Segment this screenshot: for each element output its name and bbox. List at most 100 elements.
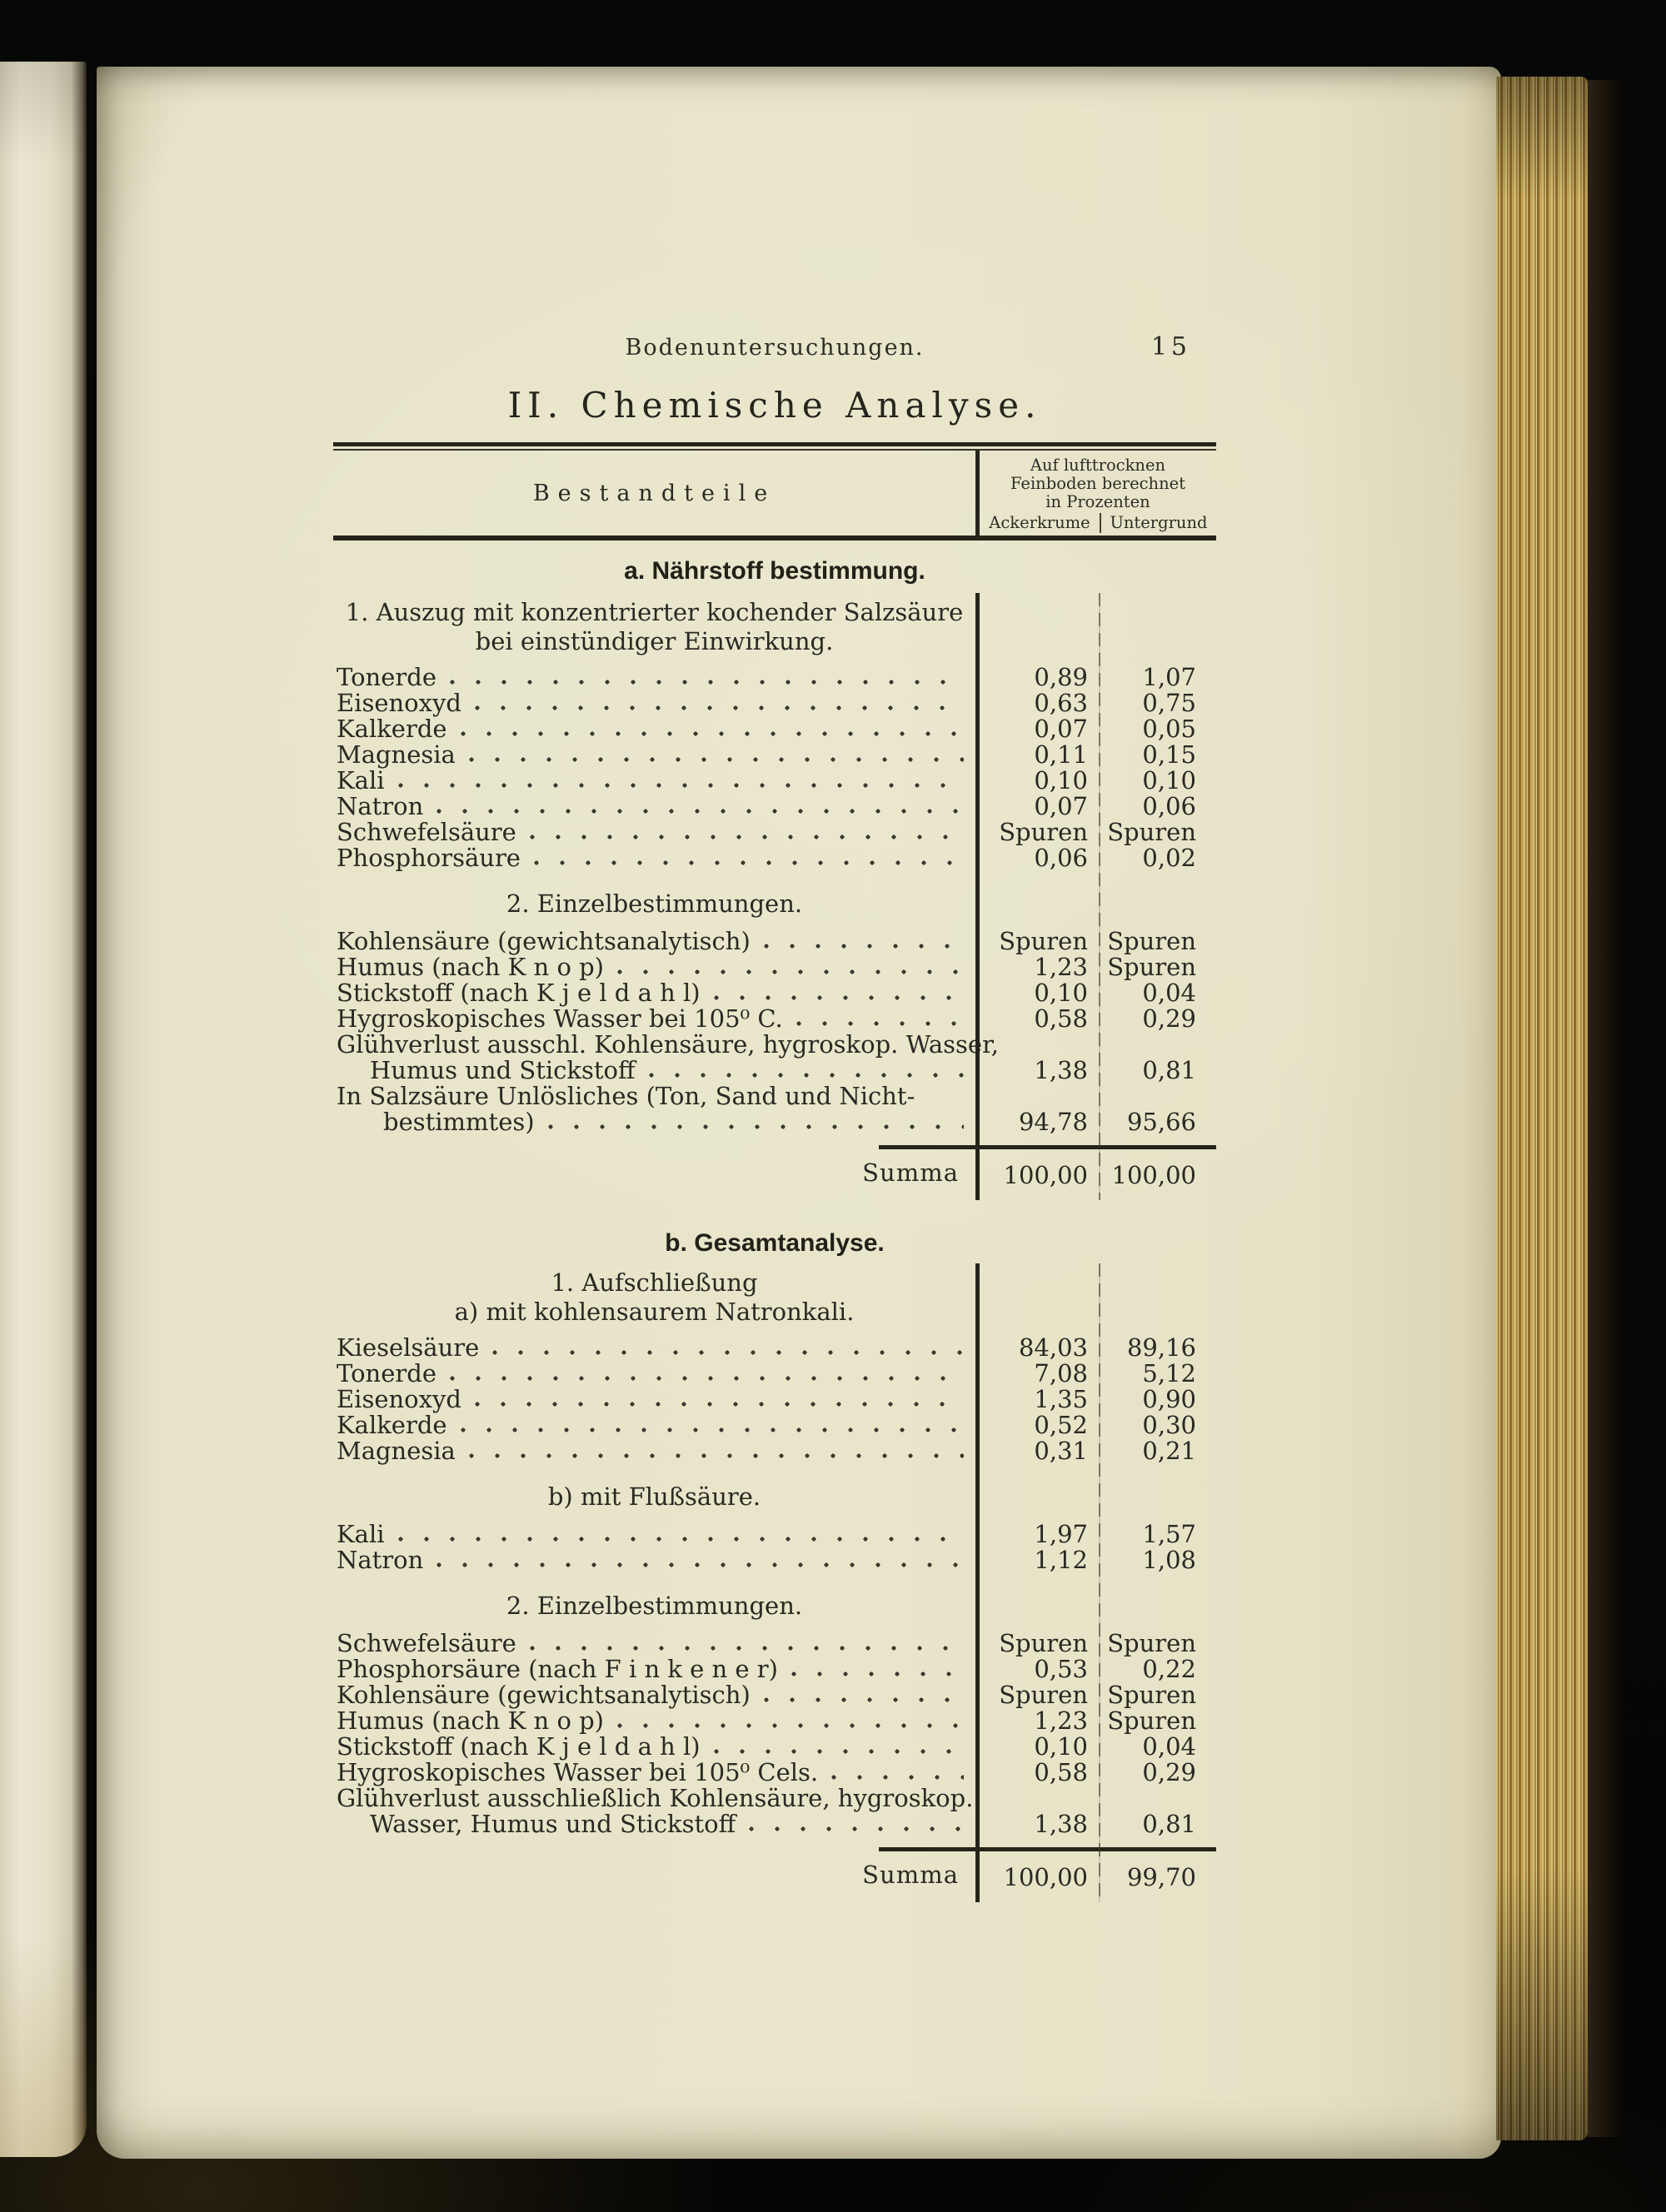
- table-body: a. Nährstoff bestimmung. 1. Auszug mit k…: [333, 543, 1216, 1902]
- dot-leader: [449, 1375, 964, 1382]
- dot-leader: [474, 1401, 964, 1407]
- row-label-text: Schwefelsäure: [337, 1629, 516, 1657]
- value-untergrund: 89,16: [1126, 1333, 1196, 1362]
- page-number: 15: [1150, 332, 1191, 361]
- dot-leader: [468, 756, 964, 763]
- row-label-text: Magnesia: [337, 740, 456, 769]
- dot-leader: [529, 834, 964, 840]
- row-label-text: Wasser, Humus und Stickstoff: [370, 1810, 736, 1838]
- row-label: Phosphorsäure: [333, 845, 975, 871]
- row-label-text: Hygroskopisches Wasser bei 105⁰ Cels.: [337, 1758, 819, 1786]
- table-row: Kali 0,10 0,10: [333, 768, 1216, 794]
- value-untergrund: 0,29: [1142, 1758, 1196, 1786]
- row-label-text: Kalkerde: [337, 715, 447, 743]
- table-row: Humus (nach K n o p) 1,23 Spuren: [333, 1708, 1216, 1734]
- row-label-line: Schwefelsäure: [337, 1631, 975, 1657]
- header-note-line: in Prozenten: [1045, 492, 1150, 511]
- summa-label: Summa: [862, 1861, 959, 1889]
- dot-leader: [474, 705, 964, 711]
- row-label-line: Wasser, Humus und Stickstoff: [337, 1811, 975, 1837]
- row-label-text: Magnesia: [337, 1437, 456, 1465]
- row-label: Tonerde: [333, 1361, 975, 1387]
- value-untergrund: Spuren: [1107, 1629, 1196, 1657]
- row-label-text: Humus (nach K n o p): [337, 953, 604, 981]
- value-untergrund: 0,90: [1142, 1385, 1196, 1413]
- value-ackerkrume: 1,12: [1034, 1546, 1088, 1574]
- row-label-line: Kalkerde: [337, 1412, 975, 1438]
- section-subheading: 2. Einzelbestimmungen.: [333, 1573, 975, 1631]
- row-label-line: Kohlensäure (gewichtsanalytisch): [337, 1682, 975, 1708]
- value-untergrund: 0,29: [1142, 1004, 1196, 1033]
- adjacent-page-edge: [0, 62, 87, 2157]
- header-note-line: Feinboden berechnet: [1010, 474, 1186, 493]
- value-untergrund: 0,10: [1142, 766, 1196, 795]
- dot-leader: [831, 1774, 964, 1781]
- dot-leader: [749, 1826, 964, 1832]
- table-row: In Salzsäure Unlösliches (Ton, Sand und …: [333, 1084, 1216, 1135]
- dot-leader: [460, 730, 964, 737]
- value-untergrund: 0,81: [1142, 1810, 1196, 1838]
- table-row: Hygroskopisches Wasser bei 105⁰ Cels. 0,5…: [333, 1760, 1216, 1786]
- value-ackerkrume: 0,10: [1034, 766, 1088, 795]
- summa-rule: [879, 1847, 1216, 1851]
- value-ackerkrume: 94,78: [1018, 1108, 1088, 1136]
- table-top-rule-thin: [333, 449, 1216, 451]
- value-untergrund: 0,22: [1142, 1655, 1196, 1683]
- value-ackerkrume: 1,97: [1034, 1520, 1088, 1548]
- book-page: [97, 67, 1501, 2159]
- row-label-text: Hygroskopisches Wasser bei 105⁰ C.: [337, 1004, 783, 1033]
- dot-leader: [713, 994, 964, 1001]
- value-untergrund: 5,12: [1142, 1359, 1196, 1387]
- summa-row: Summa 100,00 100,00: [333, 1158, 1216, 1188]
- row-label-line: Kalkerde: [337, 716, 975, 742]
- value-ackerkrume: 0,31: [1034, 1437, 1088, 1465]
- row-label-text: Kali: [337, 766, 385, 795]
- row-label-line: Natron: [337, 794, 975, 820]
- row-label-line: Tonerde: [337, 1361, 975, 1387]
- value-untergrund: 1,57: [1142, 1520, 1196, 1548]
- value-untergrund: 0,06: [1142, 792, 1196, 820]
- section-subheading: 2. Einzelbestimmungen.: [333, 871, 975, 929]
- row-label: Kohlensäure (gewichtsanalytisch): [333, 929, 975, 954]
- row-label-text: Humus und Stickstoff: [370, 1056, 636, 1084]
- header-components-cell: Bestandteile: [333, 451, 975, 536]
- value-untergrund: Spuren: [1107, 1681, 1196, 1709]
- dot-leader: [492, 1349, 964, 1356]
- dot-leader: [397, 782, 964, 789]
- table-row: Kohlensäure (gewichtsanalytisch) Spuren Sp…: [333, 929, 1216, 954]
- value-untergrund: Spuren: [1107, 953, 1196, 981]
- row-label: Schwefelsäure: [333, 1631, 975, 1657]
- page-title: II. Chemische Analyse.: [507, 385, 1042, 426]
- table-row: Hygroskopisches Wasser bei 105⁰ C. 0,58 0,…: [333, 1006, 1216, 1032]
- table-row: Kalkerde 0,07 0,05: [333, 716, 1216, 742]
- dot-leader: [529, 1645, 964, 1652]
- dot-leader: [617, 969, 964, 975]
- table-row: Schwefelsäure Spuren Spuren: [333, 1631, 1216, 1657]
- row-label: Natron: [333, 794, 975, 820]
- value-ackerkrume: 0,53: [1034, 1655, 1088, 1683]
- value-ackerkrume: 84,03: [1018, 1333, 1088, 1362]
- row-label: Phosphorsäure (nach F i n k e n e r): [333, 1657, 975, 1682]
- header-subcolumns: Ackerkrume Untergrund: [980, 513, 1216, 533]
- value-ackerkrume: 1,38: [1034, 1056, 1088, 1084]
- summa-value-ackerkrume: 100,00: [1003, 1863, 1088, 1891]
- table-row: Tonerde 7,08 5,12: [333, 1361, 1216, 1387]
- row-label-text: Kali: [337, 1520, 385, 1548]
- row-label-text: Glühverlust ausschl. Kohlensäure, hygros…: [337, 1030, 999, 1059]
- row-label-line: Tonerde: [337, 665, 975, 690]
- row-label-line: Stickstoff (nach K j e l d a h l): [337, 1734, 975, 1760]
- row-label-line: Stickstoff (nach K j e l d a h l): [337, 980, 975, 1006]
- row-label-line: Magnesia: [337, 1438, 975, 1464]
- row-label-line: Magnesia: [337, 742, 975, 768]
- row-label: Stickstoff (nach K j e l d a h l): [333, 980, 975, 1006]
- summa-value-untergrund: 99,70: [1126, 1863, 1196, 1891]
- section-subheading: 1. Auszug mit konzentrierter kochender S…: [333, 593, 975, 665]
- row-label-text: In Salzsäure Unlösliches (Ton, Sand und …: [337, 1082, 915, 1110]
- row-label-line: Glühverlust ausschl. Kohlensäure, hygros…: [337, 1032, 999, 1058]
- row-label: Magnesia: [333, 742, 975, 768]
- value-ackerkrume: 0,52: [1034, 1411, 1088, 1439]
- header-components-label: Bestandteile: [532, 480, 776, 506]
- dot-leader: [533, 859, 964, 866]
- row-label-text: bestimmtes): [383, 1108, 535, 1136]
